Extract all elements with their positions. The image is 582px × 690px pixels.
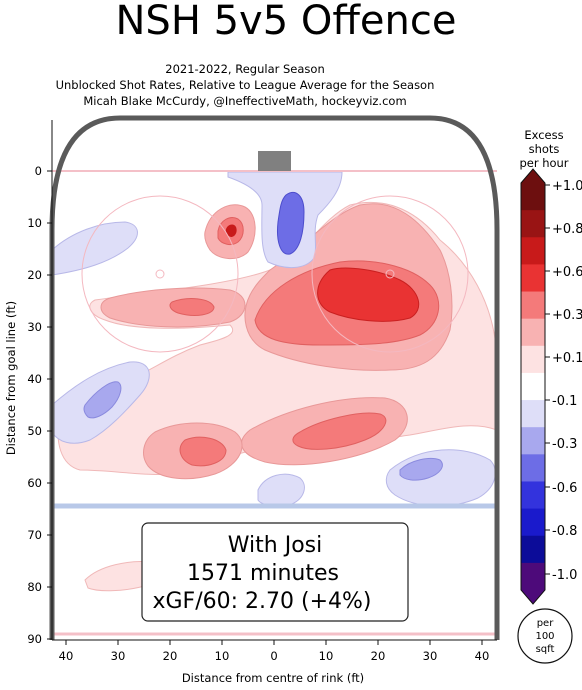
colorbar-tick-label: -0.1	[552, 394, 577, 409]
colorbar-segment	[521, 535, 545, 564]
colorbar-segment	[521, 481, 545, 510]
heatmap-region-positive-crease-peak	[225, 224, 237, 237]
annotation-minutes: 1571 minutes	[187, 561, 339, 586]
annotation-box: With Josi 1571 minutes xGF/60: 2.70 (+4%…	[141, 522, 409, 622]
colorbar-segment	[521, 427, 545, 455]
y-tick-label: 60	[27, 476, 42, 490]
heatmap-region-negative-upper-left	[52, 221, 138, 276]
heatmap-region-negative-lower-right-core	[399, 457, 443, 481]
colorbar	[520, 168, 546, 605]
colorbar-segment	[521, 372, 545, 401]
x-tick-label: 30	[111, 649, 126, 663]
colorbar-segment	[521, 508, 545, 537]
faceoff-dot-left	[155, 269, 165, 279]
x-tick-label: 10	[319, 649, 334, 663]
faceoff-circle-left	[81, 195, 239, 353]
colorbar-segment	[521, 183, 545, 211]
y-tick-label: 0	[35, 164, 42, 178]
goal-net	[258, 151, 291, 171]
chart-subtitle-season: 2021-2022, Regular Season	[165, 62, 325, 76]
x-tick-label: 40	[475, 649, 490, 663]
colorbar-ticks: +1.0 +0.8 +0.6 +0.3 +0.1 -0.1 -0.3 -0.6 -0.8 -1.0	[545, 179, 582, 583]
colorbar-tick-label: +1.0	[552, 179, 582, 194]
unit-badge: per 100 sqft	[517, 608, 573, 664]
y-tick-label: 10	[27, 216, 42, 230]
colorbar-segment	[521, 454, 545, 482]
colorbar-segment	[521, 291, 545, 320]
colorbar-top-arrow	[521, 169, 545, 183]
colorbar-tick-label: +0.3	[552, 308, 582, 323]
y-axis-ticks: 0 10 20 30 40 50 60 70 80 90	[27, 120, 53, 646]
unit-badge-line-1: per	[537, 618, 555, 629]
colorbar-segment	[521, 318, 545, 347]
faceoff-circle-right	[311, 195, 469, 353]
heatmap-region-positive-lower-right-peak	[292, 412, 387, 450]
x-axis-label: Distance from centre of rink (ft)	[182, 671, 364, 685]
colorbar-tick-label: +0.1	[552, 351, 582, 366]
y-tick-label: 80	[27, 580, 42, 594]
colorbar-tick-label: -0.8	[552, 524, 577, 539]
y-axis-label: Distance from goal line (ft)	[4, 301, 18, 455]
colorbar-segment	[521, 237, 545, 265]
y-tick-label: 40	[27, 372, 42, 386]
x-axis-ticks: 40 30 20 10 0 10 20 30 40	[52, 639, 497, 663]
colorbar-tick-label: -0.3	[552, 437, 577, 452]
colorbar-tick-label: -1.0	[552, 568, 577, 583]
y-tick-label: 50	[27, 424, 42, 438]
unit-badge-line-2: 100	[535, 631, 554, 642]
x-tick-label: 20	[163, 649, 178, 663]
heatmap-region-negative-left-mid-core	[83, 381, 122, 419]
x-tick-label: 40	[59, 649, 74, 663]
y-tick-label: 70	[27, 528, 42, 542]
heatmap-region-positive-left-peak	[169, 298, 215, 316]
annotation-player: With Josi	[228, 533, 322, 558]
x-tick-label: 0	[270, 649, 277, 663]
colorbar-segment	[521, 210, 545, 238]
chart-subtitle-credit: Micah Blake McCurdy, @IneffectiveMath, h…	[83, 94, 406, 108]
colorbar-tick-label: +0.6	[552, 265, 582, 280]
colorbar-segment	[521, 264, 545, 293]
colorbar-segment	[521, 345, 545, 374]
rink-markings	[49, 115, 500, 640]
heatmap-region-positive-peak	[317, 267, 420, 322]
y-tick-label: 90	[27, 632, 42, 646]
heatmap-region-negative-slot-core	[277, 191, 305, 255]
colorbar-title: Excess shots per hour	[519, 128, 568, 170]
annotation-xgf: xGF/60: 2.70 (+4%)	[152, 589, 371, 614]
y-tick-label: 20	[27, 268, 42, 282]
heatmap-layer	[52, 171, 497, 592]
rink-boards	[49, 115, 500, 640]
colorbar-segment	[521, 562, 545, 591]
colorbar-outline	[520, 168, 546, 605]
colorbar-tick-label: +0.8	[552, 222, 582, 237]
unit-badge-line-3: sqft	[536, 644, 555, 655]
x-tick-label: 30	[423, 649, 438, 663]
y-tick-label: 30	[27, 320, 42, 334]
faceoff-dot-right	[385, 269, 395, 279]
colorbar-bottom-arrow	[521, 590, 545, 604]
colorbar-title-line-1: Excess	[524, 128, 563, 142]
heatmap-region-positive-lower-left-peak	[179, 436, 227, 467]
colorbar-title-line-3: per hour	[519, 156, 568, 170]
chart-subtitle-description: Unblocked Shot Rates, Relative to League…	[56, 78, 435, 92]
colorbar-title-line-2: shots	[529, 142, 560, 156]
chart-title: NSH 5v5 Offence	[116, 0, 457, 44]
x-tick-label: 20	[371, 649, 386, 663]
colorbar-segment	[521, 400, 545, 428]
colorbar-tick-label: -0.6	[552, 481, 577, 496]
x-tick-label: 10	[215, 649, 230, 663]
